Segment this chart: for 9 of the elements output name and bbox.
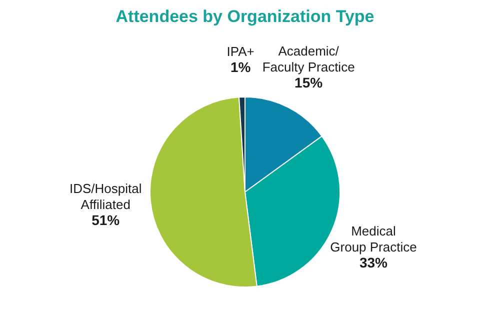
- category-label: Academic/ Faculty Practice: [262, 43, 355, 74]
- chart-title: Attendees by Organization Type: [116, 7, 374, 26]
- category-label: Medical Group Practice: [330, 224, 417, 255]
- category-label: IDS/Hospital Affiliated: [69, 181, 142, 212]
- slice-label: IPA+: [226, 44, 254, 60]
- data-label: 51%: [92, 212, 120, 228]
- data-label: 15%: [294, 74, 324, 90]
- data-label: 1%: [230, 59, 252, 76]
- data-label: 33%: [359, 254, 388, 271]
